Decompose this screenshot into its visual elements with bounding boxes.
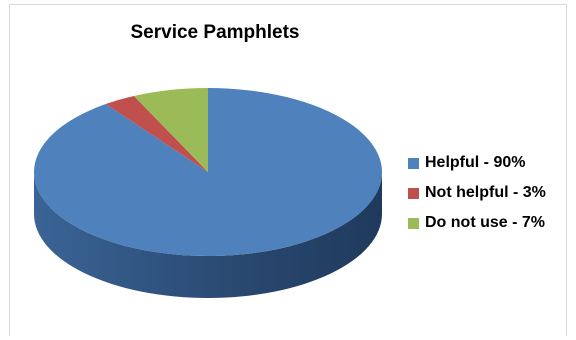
- legend-label-do-not-use: Do not use - 7%: [425, 214, 546, 231]
- legend-label-helpful: Helpful - 90%: [425, 154, 526, 171]
- legend: Helpful - 90% Not helpful - 3% Do not us…: [408, 148, 546, 238]
- pie-side-helpful: [34, 172, 382, 298]
- legend-swatch-helpful: [408, 157, 419, 169]
- legend-swatch-do-not-use: [408, 217, 419, 229]
- pie-side-group: [34, 172, 382, 298]
- legend-swatch-not-helpful: [408, 187, 419, 199]
- legend-item-do-not-use: Do not use - 7%: [408, 208, 546, 238]
- chart-title: Service Pamphlets: [130, 22, 300, 43]
- legend-item-not-helpful: Not helpful - 3%: [408, 178, 546, 208]
- pie-slice-do-not-use: [133, 88, 208, 172]
- pie-slice-not-helpful: [105, 95, 208, 172]
- pie-slice-helpful: [33, 88, 383, 256]
- legend-label-not-helpful: Not helpful - 3%: [425, 184, 546, 201]
- legend-item-helpful: Helpful - 90%: [408, 148, 546, 178]
- pie-top-group: [33, 88, 383, 256]
